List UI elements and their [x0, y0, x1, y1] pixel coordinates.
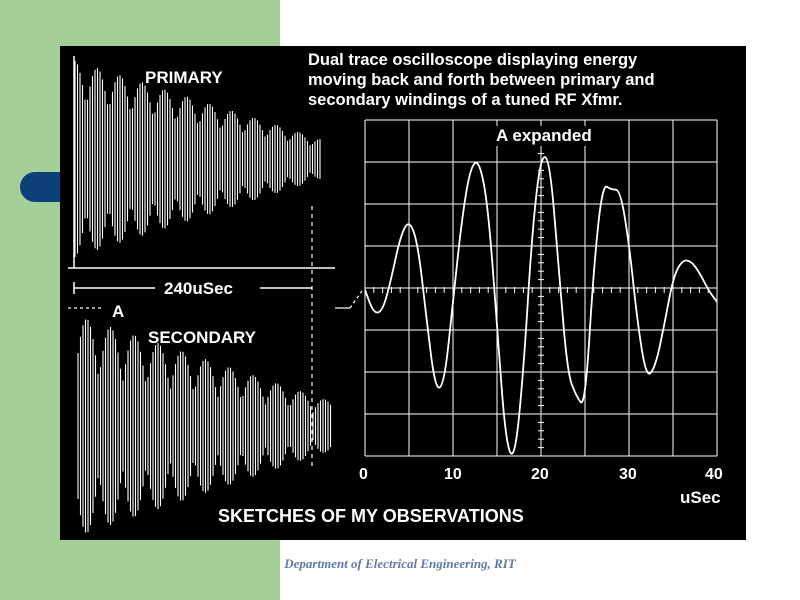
x-tick-label: 30	[619, 466, 637, 483]
figure-title: SKETCHES OF MY OBSERVATIONS	[218, 506, 524, 526]
duration-label: 240uSec	[160, 279, 237, 299]
secondary-label: SECONDARY	[148, 328, 256, 347]
footer-text: Department of Electrical Engineering, RI…	[284, 556, 516, 571]
frame-lines	[68, 206, 363, 466]
primary-label: PRIMARY	[145, 68, 223, 87]
expanded-title: A expanded	[492, 126, 596, 146]
sidebar-band-lower	[0, 540, 67, 600]
oscilloscope-figure: Dual trace oscilloscope displaying energ…	[60, 46, 746, 540]
connector-line	[349, 290, 363, 309]
waveform-series-line	[364, 156, 718, 455]
x-tick-label: 40	[705, 466, 723, 483]
caption-line: moving back and forth between primary an…	[308, 71, 655, 89]
x-tick-label: 20	[531, 466, 549, 483]
secondary-trace	[77, 319, 332, 533]
x-tick-label: 10	[444, 466, 462, 483]
caption-text: Dual trace oscilloscope displaying energ…	[308, 50, 655, 110]
expanded-waveform	[364, 156, 718, 455]
x-unit-label: uSec	[680, 488, 721, 507]
x-tick-label: 0	[359, 466, 368, 483]
caption-line: secondary windings of a tuned RF Xfmr.	[308, 91, 623, 109]
oscilloscope-drawing	[68, 56, 718, 533]
a-marker-label: A	[112, 302, 125, 321]
expanded-grid	[364, 119, 718, 457]
primary-trace	[73, 56, 321, 268]
caption-line: Dual trace oscilloscope displaying energ…	[308, 51, 638, 69]
